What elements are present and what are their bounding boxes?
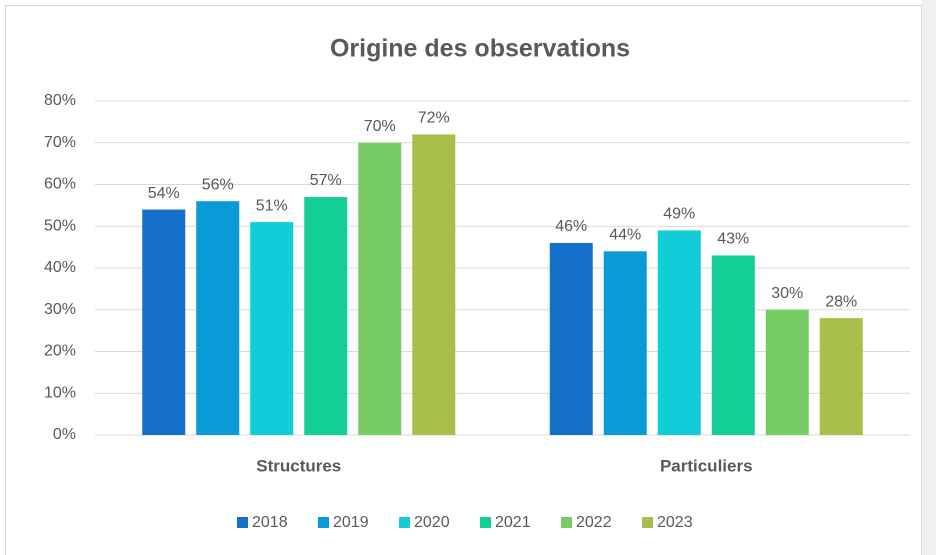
data-label: 30% [771, 285, 803, 302]
data-label: 72% [418, 110, 450, 127]
bar [358, 142, 402, 435]
data-label: 54% [148, 185, 180, 202]
chart-title: Origine des observations [330, 35, 630, 63]
y-tick-label: 50% [44, 217, 76, 234]
y-tick-label: 40% [44, 259, 76, 276]
bar [765, 309, 809, 435]
legend-label: 2019 [333, 514, 369, 531]
data-label: 44% [609, 227, 641, 244]
bar [304, 197, 348, 435]
data-label: 57% [310, 172, 342, 189]
data-label: 28% [825, 293, 857, 310]
data-label: 46% [555, 218, 587, 235]
bar [657, 230, 701, 435]
legend-swatch [318, 517, 329, 528]
scrollbar [922, 0, 936, 555]
y-tick-label: 60% [44, 176, 76, 193]
bar [549, 242, 593, 435]
data-label: 49% [663, 206, 695, 223]
data-label: 70% [364, 118, 396, 135]
legend-label: 2018 [252, 514, 288, 531]
legend-label: 2023 [657, 514, 693, 531]
data-label: 56% [202, 176, 234, 193]
bar [250, 222, 294, 435]
y-tick-label: 30% [44, 301, 76, 318]
data-label: 43% [717, 231, 749, 248]
y-tick-label: 0% [53, 426, 76, 443]
y-tick-label: 20% [44, 343, 76, 360]
bar [603, 251, 647, 435]
legend-label: 2022 [576, 514, 612, 531]
legend-swatch [561, 517, 572, 528]
x-tick-label: Particuliers [660, 456, 753, 475]
bar [711, 255, 755, 435]
x-tick-label: Structures [256, 456, 341, 475]
bar [142, 209, 186, 435]
y-tick-label: 70% [44, 134, 76, 151]
legend-swatch [237, 517, 248, 528]
bar [196, 201, 240, 435]
legend-swatch [399, 517, 410, 528]
legend-swatch [480, 517, 491, 528]
y-tick-label: 10% [44, 384, 76, 401]
legend-label: 2020 [414, 514, 450, 531]
y-tick-label: 80% [44, 92, 76, 109]
legend-label: 2021 [495, 514, 531, 531]
data-label: 51% [256, 197, 288, 214]
bar [412, 134, 456, 435]
legend-swatch [642, 517, 653, 528]
bar [819, 318, 863, 435]
